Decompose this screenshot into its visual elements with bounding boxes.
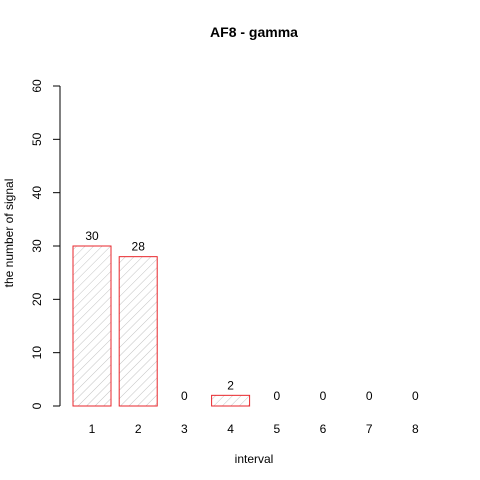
data-label: 0 xyxy=(181,389,188,403)
y-tick-label: 0 xyxy=(30,402,44,409)
x-tick-label: 3 xyxy=(181,422,188,436)
y-axis: 0 10 20 30 40 50 60 xyxy=(30,79,61,409)
x-tick-label: 2 xyxy=(135,422,142,436)
y-tick-label: 30 xyxy=(30,239,44,253)
y-tick-label: 10 xyxy=(30,346,44,360)
chart-title: AF8 - gamma xyxy=(210,24,298,40)
x-tick-label: 7 xyxy=(366,422,373,436)
data-label: 28 xyxy=(132,240,146,254)
x-tick-labels: 1 2 3 4 5 6 7 8 xyxy=(89,422,419,436)
y-tick-label: 60 xyxy=(30,79,44,93)
data-label: 2 xyxy=(227,378,234,392)
x-tick-label: 8 xyxy=(412,422,419,436)
y-tick-label: 50 xyxy=(30,132,44,146)
data-label: 0 xyxy=(320,389,327,403)
y-tick-label: 40 xyxy=(30,186,44,200)
x-tick-label: 5 xyxy=(273,422,280,436)
x-axis-label: interval xyxy=(235,452,274,466)
data-label: 30 xyxy=(85,229,99,243)
data-labels: 30 28 0 2 0 0 0 0 xyxy=(85,229,419,403)
data-label: 0 xyxy=(412,389,419,403)
x-tick-label: 4 xyxy=(227,422,234,436)
x-tick-label: 6 xyxy=(320,422,327,436)
bar xyxy=(211,394,251,407)
y-axis-label: the number of signal xyxy=(2,179,16,288)
y-tick-label: 20 xyxy=(30,292,44,306)
data-label: 0 xyxy=(273,389,280,403)
data-label: 0 xyxy=(366,389,373,403)
bar xyxy=(72,245,112,407)
x-tick-label: 1 xyxy=(89,422,96,436)
bars-group xyxy=(72,245,251,407)
bar xyxy=(118,256,158,407)
